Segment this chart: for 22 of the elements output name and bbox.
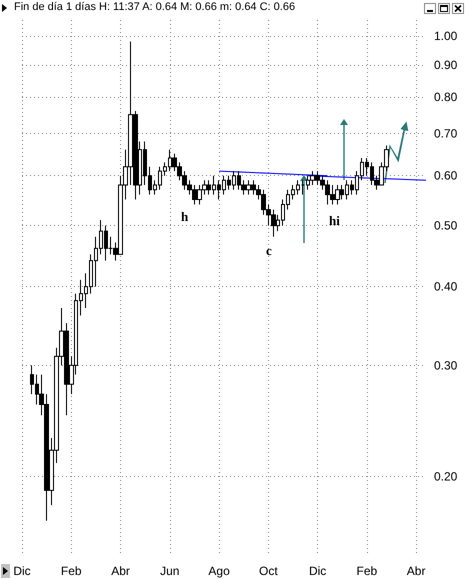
y-tick-label: 0.20 (434, 469, 458, 484)
x-tick-label: Abr (111, 564, 130, 578)
y-tick-label: 0.70 (434, 126, 458, 141)
y-tick-label: 0.50 (434, 218, 458, 233)
y-tick-label: 1.00 (434, 28, 458, 43)
annotation: hi (329, 213, 340, 228)
chart-title: Fin de día 1 días H: 11:37 A: 0.64 M: 0.66 m: 0.64 C: 0.66 (14, 1, 296, 13)
x-tick-label: Feb (356, 564, 378, 578)
x-tick-label: Abr (406, 564, 426, 578)
x-tick-label: Ago (208, 564, 230, 578)
y-tick-label: 0.40 (434, 280, 458, 294)
y-tick-label: 0.60 (434, 168, 458, 183)
x-tick-label: Jun (160, 564, 180, 578)
y-tick-label: 0.80 (434, 90, 458, 104)
y-tick-label: 0.30 (434, 358, 458, 372)
y-tick-label: 0.90 (434, 58, 458, 72)
x-tick-label: Dic (13, 564, 31, 578)
annotation: h (181, 209, 189, 224)
x-tick-label: Feb (60, 564, 82, 578)
x-tick-label: Dic (308, 564, 326, 578)
x-tick-label: Oct (259, 564, 278, 578)
annotation: c (266, 243, 272, 258)
